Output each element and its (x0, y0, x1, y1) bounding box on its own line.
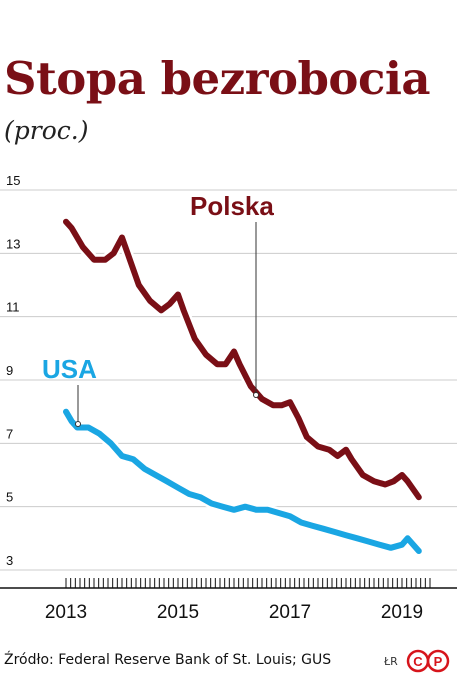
data-point-usa (243, 504, 248, 509)
data-point-usa (416, 548, 421, 554)
data-point-usa (366, 539, 371, 544)
data-point-usa (287, 513, 293, 519)
source-note: Źródło: Federal Reserve Bank of St. Loui… (4, 652, 332, 668)
data-point-polska (371, 479, 377, 484)
data-point-polska (80, 244, 86, 250)
data-point-polska (237, 361, 242, 367)
y-tick-label: 7 (6, 426, 13, 441)
data-point-polska (103, 257, 108, 262)
y-tick-label: 13 (6, 236, 20, 251)
data-point-polska (343, 447, 349, 452)
data-point-polska (203, 352, 209, 357)
data-point-usa (86, 425, 91, 430)
data-point-polska (136, 282, 141, 288)
data-point-polska (223, 361, 228, 367)
data-point-polska (215, 361, 220, 367)
x-tick-label: 2015 (157, 602, 199, 623)
data-point-usa (119, 453, 125, 459)
series-line-usa (63, 408, 422, 554)
data-point-polska (192, 336, 197, 342)
data-point-usa (220, 504, 225, 509)
data-point-usa (399, 542, 405, 547)
data-point-polska (391, 479, 396, 484)
x-tick-label: 2019 (381, 602, 423, 623)
y-tick-label: 5 (6, 490, 13, 505)
x-tick-label: 2013 (45, 602, 87, 623)
data-point-usa (153, 472, 158, 478)
data-point-polska (111, 251, 116, 256)
data-point-usa (388, 545, 393, 551)
data-point-polska (383, 482, 388, 487)
chart-title: Stopa bezrobocia (4, 52, 431, 105)
author-credit: ŁR (384, 655, 398, 668)
data-point-polska (416, 494, 421, 500)
series-label-usa: USA (42, 354, 97, 384)
data-point-polska (159, 308, 164, 313)
data-point-polska (271, 403, 276, 408)
data-point-usa (187, 491, 192, 497)
data-point-polska (119, 235, 125, 240)
data-point-usa (332, 529, 337, 535)
series-label-polska: Polska (190, 191, 274, 221)
data-point-usa (209, 501, 214, 506)
svg-text:C: C (413, 654, 423, 669)
chart-subtitle: (proc.) (4, 116, 89, 145)
data-point-polska (231, 349, 237, 354)
data-point-usa (343, 532, 349, 538)
data-point-usa (254, 507, 259, 513)
data-point-usa (69, 418, 74, 424)
data-point-polska (287, 399, 293, 405)
data-point-usa (405, 536, 410, 541)
data-point-polska (296, 415, 301, 421)
data-point-usa (355, 536, 360, 541)
data-point-usa (164, 479, 169, 484)
data-point-usa (198, 494, 203, 500)
data-point-polska (248, 384, 253, 389)
data-point-polska (315, 444, 321, 449)
data-point-polska (360, 472, 365, 478)
data-point-polska (279, 403, 284, 408)
data-point-polska (175, 292, 181, 297)
y-tick-label: 15 (6, 173, 20, 188)
data-point-usa (231, 507, 237, 513)
data-point-polska (349, 456, 354, 462)
data-point-polska (327, 447, 332, 452)
data-point-polska (399, 472, 405, 478)
data-point-polska (335, 453, 340, 459)
data-point-polska (304, 434, 309, 440)
leader-dot-polska (253, 392, 259, 398)
data-point-polska (259, 396, 265, 402)
data-point-usa (265, 507, 270, 513)
data-point-usa (276, 510, 281, 516)
data-point-usa (97, 431, 102, 437)
data-point-polska (181, 308, 186, 313)
data-point-polska (147, 298, 153, 304)
data-point-usa (131, 456, 136, 462)
y-tick-label: 9 (6, 363, 13, 378)
data-point-usa (175, 485, 181, 490)
data-point-usa (377, 542, 382, 547)
data-point-usa (321, 526, 326, 532)
data-point-polska (167, 301, 172, 307)
data-point-polska (91, 257, 97, 262)
data-point-polska (405, 479, 410, 484)
svg-text:P: P (434, 654, 443, 669)
leader-dot-usa (75, 421, 81, 427)
data-point-usa (108, 441, 114, 446)
y-tick-label: 11 (6, 300, 20, 315)
data-point-usa (299, 520, 304, 525)
data-point-polska (125, 251, 130, 256)
data-point-usa (310, 523, 315, 528)
data-point-polska (69, 225, 74, 231)
y-tick-label: 3 (6, 553, 13, 568)
data-point-polska (63, 219, 69, 224)
data-point-usa (142, 466, 147, 471)
x-tick-label: 2017 (269, 602, 311, 623)
data-point-usa (63, 409, 69, 414)
